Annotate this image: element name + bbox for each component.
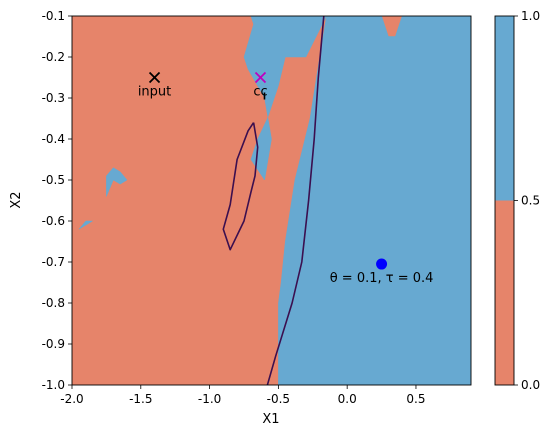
class1-regions — [78, 16, 471, 385]
x-tick-label: 0.0 — [338, 392, 357, 406]
y-tick-label: -0.8 — [42, 296, 65, 310]
colorbar: 0.0 0.5 1.0 — [494, 9, 540, 392]
y-tick-label: -0.7 — [42, 255, 65, 269]
class1-region-1 — [106, 167, 128, 197]
y-tick-label: -0.9 — [42, 337, 65, 351]
x-tick-label: -1.0 — [198, 392, 221, 406]
colorbar-tick-label: 0.0 — [521, 378, 540, 392]
x-tick-label: -0.5 — [267, 392, 290, 406]
cc-label: cc — [253, 85, 267, 100]
decision-boundaries — [222, 16, 325, 385]
y-tick-label: -0.2 — [42, 50, 65, 64]
y-tick-label: -0.5 — [42, 173, 65, 187]
x-tick-label: -1.5 — [129, 392, 152, 406]
x-tick-label: -2.0 — [60, 392, 83, 406]
boundary-line-0 — [266, 16, 325, 385]
colorbar-segment-1 — [495, 16, 514, 201]
x-axis-ticks: -2.0 -1.5 -1.0 -0.5 0.0 0.5 — [60, 385, 426, 406]
class1-region-0 — [243, 16, 471, 385]
class1-region-2 — [78, 220, 94, 230]
center-marker — [376, 258, 388, 270]
y-tick-label: -0.6 — [42, 214, 65, 228]
input-label: input — [138, 85, 171, 100]
colorbar-tick-label: 0.5 — [521, 194, 540, 208]
y-axis-ticks: -0.1 -0.2 -0.3 -0.4 -0.5 -0.6 -0.7 -0.8 -0.9 -1.0 — [42, 9, 72, 392]
y-tick-label: -0.4 — [42, 132, 65, 146]
y-axis-label: X2 — [9, 191, 24, 208]
cc-marker — [254, 71, 267, 84]
plot-frame — [71, 15, 472, 386]
x-axis-label: X1 — [262, 412, 279, 427]
x-tick-label: 0.5 — [406, 392, 425, 406]
y-tick-label: -0.3 — [42, 91, 65, 105]
boundary-line-1 — [222, 122, 259, 251]
markers: input cc θ = 0.1, τ = 0.4 — [138, 71, 434, 286]
input-marker — [148, 71, 161, 84]
colorbar-segment-0 — [495, 200, 514, 385]
y-tick-label: -1.0 — [42, 378, 65, 392]
y-tick-label: -0.1 — [42, 9, 65, 23]
center-label: θ = 0.1, τ = 0.4 — [330, 271, 434, 286]
colorbar-tick-label: 1.0 — [521, 9, 540, 23]
